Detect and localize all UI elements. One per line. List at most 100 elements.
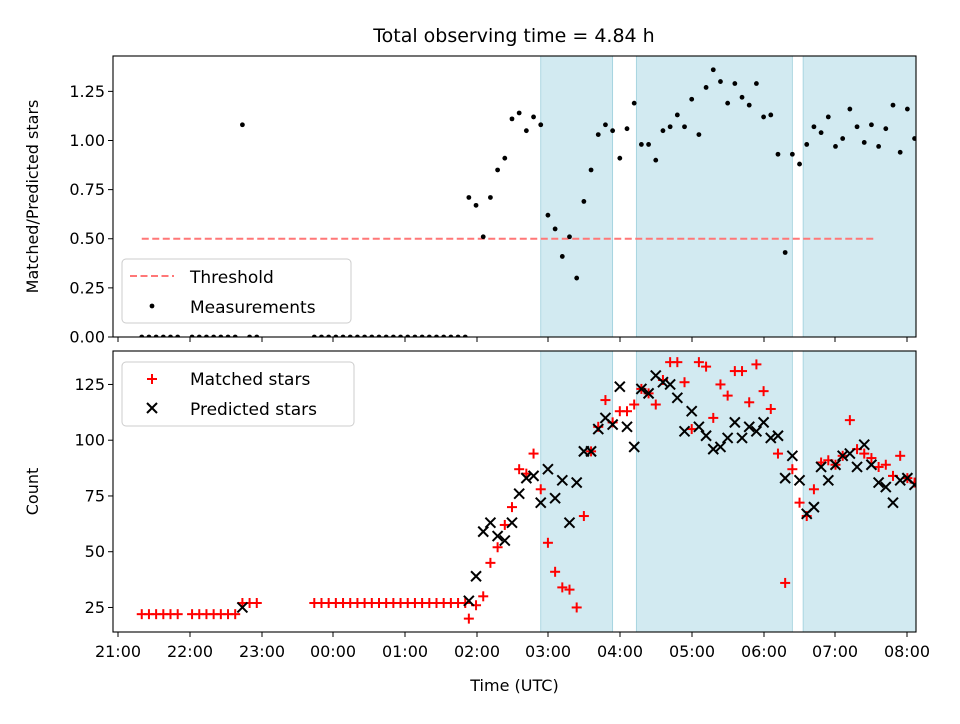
measurement-point — [495, 167, 501, 173]
predicted-star-point — [815, 461, 827, 473]
measurement-point — [667, 124, 673, 130]
matched-star-point — [880, 459, 891, 470]
matched-star-point — [578, 511, 589, 522]
measurement-point — [789, 151, 795, 157]
measurement-point — [319, 334, 324, 337]
counts-observing-window-3 — [802, 351, 916, 632]
matched-star-point — [571, 602, 582, 613]
measurement-point — [559, 254, 565, 259]
matched-star-point — [485, 557, 496, 568]
ratio-y-tick-label: 0.00 — [69, 328, 105, 347]
predicted-star-point — [779, 472, 791, 484]
predicted-star-point — [836, 450, 849, 462]
measurement-point — [473, 202, 479, 208]
measurement-point — [811, 124, 817, 130]
predicted-star-point — [700, 430, 712, 442]
measurement-point — [861, 140, 867, 145]
measurement-point — [768, 112, 774, 118]
legend-matched-swatch — [147, 374, 157, 384]
matched-star-point — [557, 582, 568, 593]
x-tick-label: 04:00 — [597, 642, 643, 661]
measurement-point — [646, 142, 651, 147]
measurement-point — [782, 250, 788, 255]
measurement-point — [211, 334, 217, 337]
predicted-star-point — [844, 447, 856, 460]
measurement-point — [897, 149, 903, 155]
measurement-point — [718, 79, 723, 84]
measurement-point — [488, 195, 493, 200]
predicted-star-point — [865, 459, 878, 471]
predicted-star-point — [484, 517, 497, 529]
measurement-point — [653, 157, 659, 163]
counts-y-tick-label: 25 — [85, 598, 105, 617]
legend-threshold-label: Threshold — [189, 268, 274, 288]
matched-star-point — [708, 412, 719, 423]
measurement-point — [854, 124, 860, 130]
legend-predicted-swatch — [146, 402, 158, 414]
x-tick-label: 06:00 — [741, 642, 787, 661]
measurement-point — [509, 116, 515, 122]
predicted-star-point — [506, 517, 518, 529]
measurement-point — [502, 155, 508, 161]
matched-star-point — [478, 591, 489, 602]
measurement-point — [466, 195, 472, 200]
measurement-point — [545, 212, 551, 218]
measurement-point — [610, 128, 616, 134]
measurement-point — [840, 136, 846, 141]
measurement-point — [362, 334, 368, 337]
measurement-point — [139, 334, 145, 337]
predicted-star-point — [491, 530, 504, 542]
matched-star-point — [693, 357, 704, 368]
ratio-observing-window-2 — [635, 56, 793, 337]
matched-star-point — [514, 464, 525, 475]
measurement-point — [480, 234, 486, 240]
predicted-star-point — [463, 595, 475, 607]
measurement-point — [595, 132, 601, 138]
predicted-star-point — [772, 430, 784, 442]
measurement-point — [419, 334, 425, 337]
predicted-star-point — [693, 421, 705, 433]
predicted-star-point — [606, 418, 619, 431]
predicted-star-point — [477, 525, 489, 538]
matched-star-point — [701, 361, 712, 372]
predicted-star-point — [808, 501, 820, 513]
matched-star-point — [873, 461, 884, 472]
measurement-point — [825, 114, 831, 120]
predicted-star-point — [750, 425, 763, 437]
x-tick-label: 01:00 — [382, 642, 428, 661]
predicted-star-point — [499, 534, 511, 547]
x-tick-label: 23:00 — [239, 642, 285, 661]
predicted-star-point — [628, 441, 640, 453]
counts-observing-window-2 — [635, 351, 793, 632]
predicted-star-point — [765, 432, 777, 444]
measurement-point — [455, 334, 461, 337]
predicted-star-point — [757, 416, 770, 429]
ratio-y-tick-label: 0.25 — [69, 278, 105, 297]
measurement-point — [225, 334, 231, 337]
measurement-point — [869, 122, 874, 128]
measurement-point — [883, 126, 889, 132]
ratio-y-tick-label: 1.25 — [69, 82, 105, 101]
measurement-point — [369, 334, 375, 337]
predicted-star-point — [880, 481, 892, 493]
predicted-star-point — [556, 474, 569, 487]
measurement-point — [326, 334, 332, 337]
measurement-point — [904, 106, 910, 112]
counts-axes-frame — [112, 350, 917, 633]
measurement-point — [746, 102, 752, 108]
measurement-point — [603, 122, 608, 128]
measurement-point — [876, 143, 882, 149]
measurement-point — [818, 130, 824, 136]
predicted-star-point — [520, 472, 533, 484]
matched-star-point — [765, 403, 776, 414]
measurement-point — [516, 110, 522, 116]
predicted-star-point — [707, 443, 719, 455]
x-tick-label: 02:00 — [454, 642, 500, 661]
measurement-point — [204, 334, 209, 337]
measurement-point — [196, 334, 202, 337]
measurement-point — [311, 334, 317, 337]
measurement-point — [552, 226, 558, 232]
matched-star-point — [622, 406, 633, 417]
counts-y-tick-label: 50 — [85, 542, 105, 561]
matched-star-point — [686, 424, 697, 435]
